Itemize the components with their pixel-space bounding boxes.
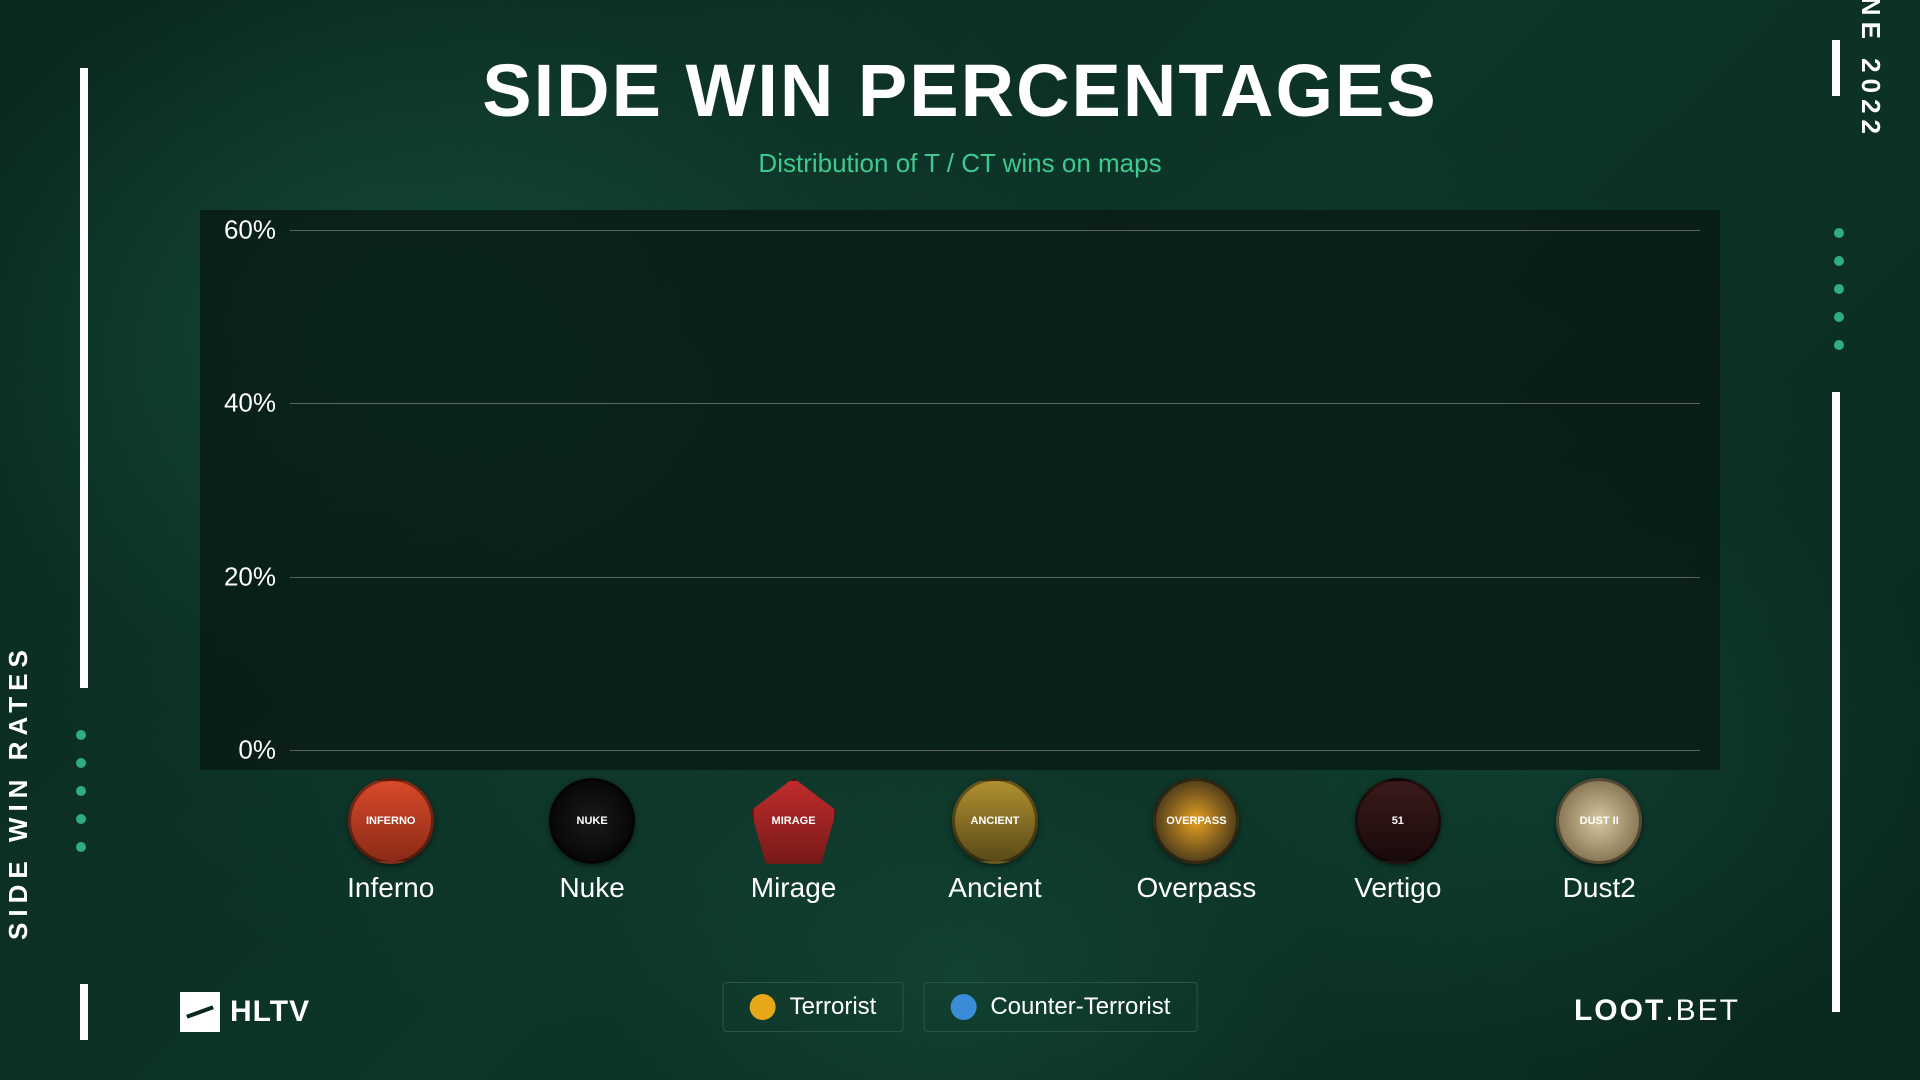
y-tick-label: 40% [224, 388, 276, 419]
x-axis-item: MIRAGE Mirage [704, 778, 884, 904]
bars-container [290, 230, 1700, 750]
x-axis-label: Overpass [1136, 872, 1256, 904]
map-icon-overpass: OVERPASS [1153, 778, 1239, 864]
hltv-text: HLTV [230, 995, 310, 1029]
legend: Terrorist Counter-Terrorist [723, 982, 1198, 1032]
hltv-logo: HLTV [180, 992, 310, 1032]
chart-area: 0% 20% 40% 60% [200, 210, 1720, 770]
lootbet-logo: LOOT.BET [1574, 994, 1740, 1028]
x-axis-label: Mirage [751, 872, 837, 904]
right-rail: IEM COLOGNE 2022 [1806, 0, 1866, 1080]
right-bar-bottom [1832, 392, 1840, 1012]
x-axis-label: Inferno [347, 872, 434, 904]
map-icon-nuke: NUKE [549, 778, 635, 864]
left-bar-bottom [80, 984, 88, 1040]
chart-subtitle: Distribution of T / CT wins on maps [758, 148, 1161, 179]
legend-label: Terrorist [790, 993, 877, 1021]
map-icon-vertigo: 51 [1355, 778, 1441, 864]
y-tick-label: 20% [224, 561, 276, 592]
map-icon-ancient: ANCIENT [952, 778, 1038, 864]
x-axis-label: Ancient [948, 872, 1041, 904]
x-axis-item: OVERPASS Overpass [1106, 778, 1286, 904]
x-axis-label: Dust2 [1563, 872, 1636, 904]
gridline [290, 750, 1700, 751]
left-dots [76, 730, 86, 852]
legend-swatch [950, 994, 976, 1020]
x-axis-label: Nuke [559, 872, 624, 904]
hltv-icon [180, 992, 220, 1032]
map-icon-dust2: DUST II [1556, 778, 1642, 864]
bet-text: .BET [1665, 994, 1740, 1027]
y-tick-label: 60% [224, 215, 276, 246]
x-axis-item: DUST II Dust2 [1509, 778, 1689, 904]
y-tick-label: 0% [238, 735, 276, 766]
x-axis-item: NUKE Nuke [502, 778, 682, 904]
right-bar-top [1832, 40, 1840, 96]
right-dots [1834, 228, 1844, 350]
map-icon-mirage: MIRAGE [751, 778, 837, 864]
right-side-label: IEM COLOGNE 2022 [1855, 0, 1886, 140]
x-axis-item: ANCIENT Ancient [905, 778, 1085, 904]
x-axis: INFERNO Inferno NUKE Nuke MIRAGE Mirage ANCIEN… [290, 778, 1700, 904]
left-bar-top [80, 68, 88, 688]
legend-swatch [750, 994, 776, 1020]
legend-item: Counter-Terrorist [923, 982, 1197, 1032]
left-side-label: SIDE WIN RATES [3, 644, 34, 940]
map-icon-inferno: INFERNO [348, 778, 434, 864]
x-axis-item: INFERNO Inferno [301, 778, 481, 904]
legend-item: Terrorist [723, 982, 904, 1032]
chart-title: SIDE WIN PERCENTAGES [482, 48, 1438, 133]
legend-label: Counter-Terrorist [990, 993, 1170, 1021]
loot-text: LOOT [1574, 994, 1665, 1027]
left-rail: SIDE WIN RATES [54, 0, 114, 1080]
x-axis-item: 51 Vertigo [1308, 778, 1488, 904]
x-axis-label: Vertigo [1354, 872, 1441, 904]
plot-area: 0%20%40%60% [290, 230, 1700, 750]
